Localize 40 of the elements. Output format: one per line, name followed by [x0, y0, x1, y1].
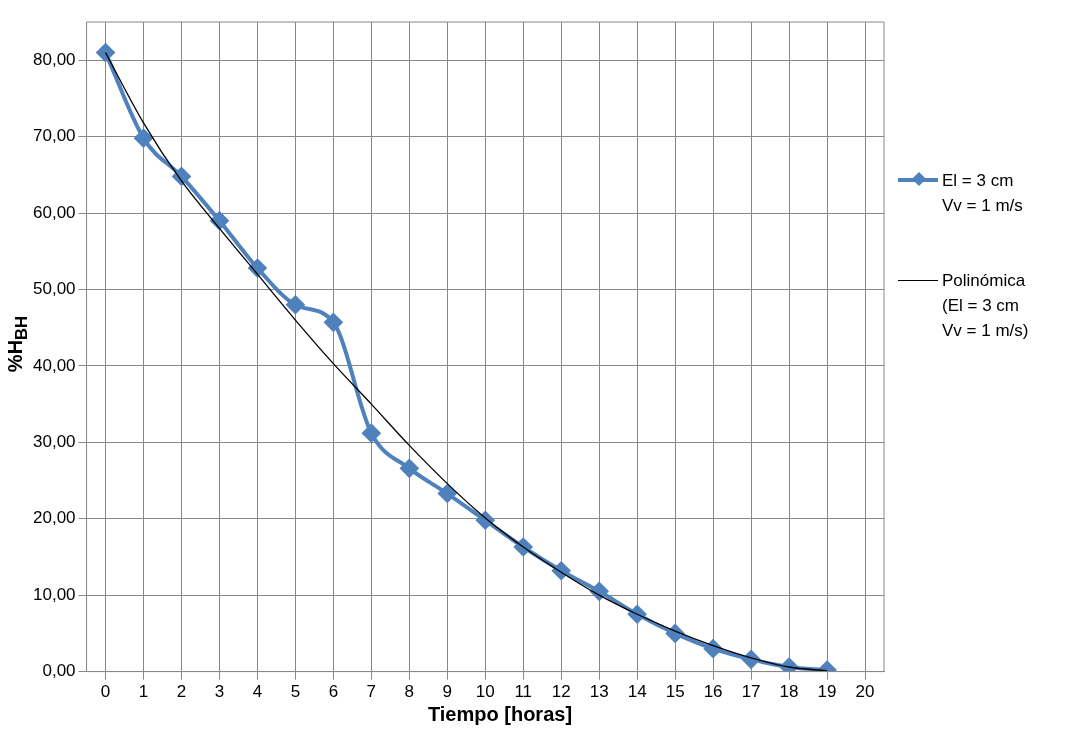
x-tick-label: 6	[328, 682, 339, 702]
x-tick-label: 4	[252, 682, 263, 702]
y-tick-label: 40,00	[32, 355, 76, 375]
x-tick-label: 17	[741, 682, 761, 702]
x-axis-title: Tiempo [horas]	[426, 703, 574, 726]
x-tick-label: 10	[475, 682, 495, 702]
x-tick-label: 7	[366, 682, 377, 702]
x-tick-label: 2	[176, 682, 187, 702]
x-tick-label: 11	[514, 682, 533, 702]
x-tick-label: 18	[779, 682, 799, 702]
x-tick-label: 8	[404, 682, 415, 702]
x-tick-label: 1	[138, 682, 149, 702]
point	[400, 459, 419, 478]
x-tick-label: 3	[214, 682, 225, 702]
y-tick-label: 60,00	[32, 202, 76, 222]
x-tick-label: 15	[665, 682, 685, 702]
x-tick-label: 0	[100, 682, 111, 702]
x-tick-label: 20	[855, 682, 875, 702]
y-tick-label: 0,00	[42, 661, 76, 681]
x-tick-label: 12	[551, 682, 571, 702]
x-tick-label: 19	[817, 682, 837, 702]
point	[362, 424, 381, 443]
y-tick-label: 70,00	[32, 126, 76, 146]
x-tick-label: 13	[589, 682, 609, 702]
point	[96, 43, 115, 62]
x-tick-label: 16	[703, 682, 723, 702]
x-tick-label: 14	[627, 682, 647, 702]
x-tick-label: 5	[290, 682, 301, 702]
x-tick-label: 9	[442, 682, 453, 702]
y-tick-label: 30,00	[32, 432, 76, 452]
y-tick-label: 80,00	[32, 49, 76, 69]
legend-label: El = 3 cm Vv = 1 m/s	[942, 170, 1023, 217]
point	[438, 484, 457, 503]
point	[286, 295, 305, 314]
point	[134, 129, 153, 148]
y-tick-label: 50,00	[32, 279, 76, 299]
y-tick-label: 20,00	[32, 508, 76, 528]
point	[324, 313, 343, 332]
legend-label: Polinómica (El = 3 cm Vv = 1 m/s)	[942, 270, 1029, 342]
y-tick-label: 10,00	[32, 584, 76, 604]
